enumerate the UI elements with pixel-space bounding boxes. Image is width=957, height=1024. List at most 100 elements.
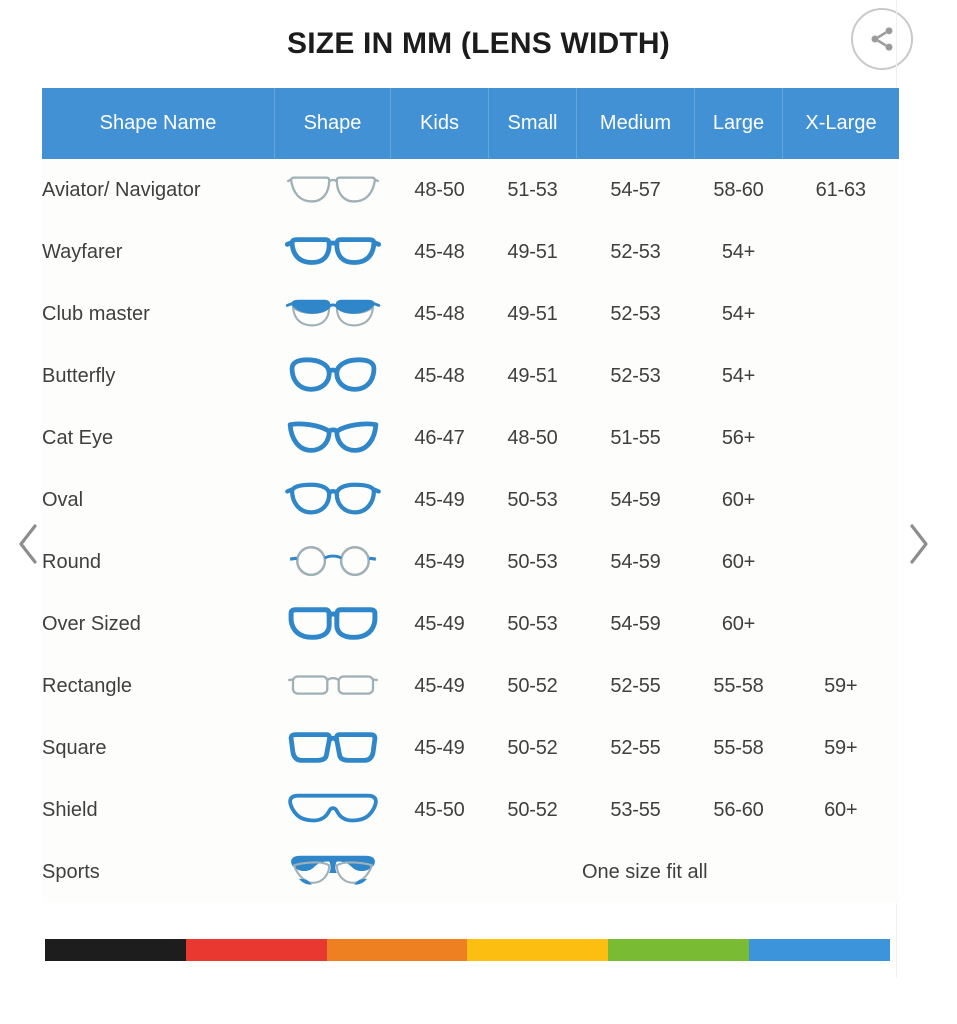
cell-small-size: 49-51 — [488, 345, 577, 407]
column-header-small[interactable]: Small — [488, 88, 577, 159]
size-chart-container: Shape Name Shape Kids Small Medium Large… — [42, 88, 899, 903]
column-header-medium[interactable]: Medium — [576, 88, 695, 159]
table-row: Butterfly 45-48 49-51 52-53 54+ — [42, 345, 899, 407]
oval-glasses-icon — [274, 469, 391, 531]
rectangle-glasses-icon — [274, 655, 391, 717]
cell-large-size: 55-58 — [694, 655, 783, 717]
cell-xlarge-size — [782, 531, 899, 593]
table-row: Shield 45-50 50-52 53-55 56-60 60+ — [42, 779, 899, 841]
cell-medium-size: 54-59 — [576, 469, 695, 531]
cell-kids-size: 45-49 — [390, 655, 489, 717]
cell-shape-name: Club master — [42, 283, 275, 345]
cell-shape-name: Round — [42, 531, 275, 593]
cell-small-size: 50-52 — [488, 779, 577, 841]
cell-medium-size: 54-59 — [576, 531, 695, 593]
cell-medium-size: 52-53 — [576, 221, 695, 283]
table-row: Cat Eye 46-47 48-50 51-55 56+ — [42, 407, 899, 469]
cateye-glasses-icon — [274, 407, 391, 469]
share-button[interactable] — [851, 8, 913, 70]
color-segment-orange — [326, 939, 468, 961]
color-segment-black — [45, 939, 186, 961]
cell-small-size: 50-53 — [488, 593, 577, 655]
page-title: SIZE IN MM (LENS WIDTH) — [287, 27, 670, 60]
cell-small-size: 50-53 — [488, 469, 577, 531]
table-row: Sports One size fit all — [42, 841, 899, 903]
cell-medium-size: 51-55 — [576, 407, 695, 469]
cell-small-size: 49-51 — [488, 283, 577, 345]
cell-xlarge-size — [782, 345, 899, 407]
color-segment-blue — [749, 939, 890, 961]
column-header-large[interactable]: Large — [694, 88, 783, 159]
chevron-left-icon — [15, 522, 41, 566]
prev-slide-button[interactable] — [8, 516, 48, 572]
cell-large-size: 60+ — [694, 469, 783, 531]
table-row: Oval 45-49 50-53 54-59 60+ — [42, 469, 899, 531]
table-row: Club master 45-48 49-51 52-53 54+ — [42, 283, 899, 345]
cell-medium-size: 54-57 — [576, 159, 695, 221]
column-header-shape[interactable]: Shape — [274, 88, 391, 159]
column-header-xlarge[interactable]: X-Large — [782, 88, 899, 159]
round-glasses-icon — [274, 531, 391, 593]
cell-small-size: 49-51 — [488, 221, 577, 283]
cell-shape-name: Wayfarer — [42, 221, 275, 283]
cell-shape-name: Sports — [42, 841, 275, 903]
cell-kids-size: 45-48 — [390, 345, 489, 407]
cell-large-size: 56-60 — [694, 779, 783, 841]
cell-medium-size: 53-55 — [576, 779, 695, 841]
cell-large-size: 54+ — [694, 345, 783, 407]
color-strip — [45, 939, 890, 961]
cell-large-size: 60+ — [694, 593, 783, 655]
cell-xlarge-size — [782, 221, 899, 283]
cell-small-size: 50-52 — [488, 717, 577, 779]
table-row: Over Sized 45-49 50-53 54-59 60+ — [42, 593, 899, 655]
cell-shape-name: Over Sized — [42, 593, 275, 655]
cell-large-size: 54+ — [694, 283, 783, 345]
clubmaster-glasses-icon — [274, 283, 391, 345]
cell-one-size-note: One size fit all — [390, 841, 899, 903]
shield-glasses-icon — [274, 779, 391, 841]
cell-medium-size: 52-55 — [576, 655, 695, 717]
size-chart-table: Shape Name Shape Kids Small Medium Large… — [42, 88, 899, 903]
cell-large-size: 55-58 — [694, 717, 783, 779]
table-row: Round 45-49 50-53 54-59 60+ — [42, 531, 899, 593]
wayfarer-glasses-icon — [274, 221, 391, 283]
cell-shape-name: Cat Eye — [42, 407, 275, 469]
cell-kids-size: 45-50 — [390, 779, 489, 841]
oversized-glasses-icon — [274, 593, 391, 655]
cell-kids-size: 45-48 — [390, 221, 489, 283]
share-icon — [868, 25, 896, 53]
cell-small-size: 50-52 — [488, 655, 577, 717]
cell-large-size: 56+ — [694, 407, 783, 469]
cell-small-size: 51-53 — [488, 159, 577, 221]
cell-shape-name: Square — [42, 717, 275, 779]
table-row: Aviator/ Navigator 48-50 51-53 54-57 58-60 61… — [42, 159, 899, 221]
cell-medium-size: 52-53 — [576, 345, 695, 407]
cell-xlarge-size — [782, 593, 899, 655]
sports-glasses-icon — [274, 841, 391, 903]
column-header-kids[interactable]: Kids — [390, 88, 489, 159]
cell-large-size: 60+ — [694, 531, 783, 593]
square-glasses-icon — [274, 717, 391, 779]
cell-kids-size: 48-50 — [390, 159, 489, 221]
cell-xlarge-size: 61-63 — [782, 159, 899, 221]
cell-medium-size: 52-53 — [576, 283, 695, 345]
cell-kids-size: 45-49 — [390, 531, 489, 593]
color-segment-yellow — [467, 939, 609, 961]
cell-shape-name: Butterfly — [42, 345, 275, 407]
next-slide-button[interactable] — [899, 516, 939, 572]
cell-xlarge-size — [782, 407, 899, 469]
page-header: SIZE IN MM (LENS WIDTH) — [0, 0, 957, 88]
cell-xlarge-size — [782, 469, 899, 531]
cell-xlarge-size — [782, 283, 899, 345]
column-header-shape-name[interactable]: Shape Name — [42, 88, 275, 159]
cell-small-size: 48-50 — [488, 407, 577, 469]
table-header-row: Shape Name Shape Kids Small Medium Large… — [42, 88, 899, 159]
cell-kids-size: 45-49 — [390, 593, 489, 655]
cell-large-size: 54+ — [694, 221, 783, 283]
cell-shape-name: Shield — [42, 779, 275, 841]
table-body: Aviator/ Navigator 48-50 51-53 54-57 58-60 61… — [42, 159, 899, 903]
cell-kids-size: 46-47 — [390, 407, 489, 469]
cell-shape-name: Aviator/ Navigator — [42, 159, 275, 221]
cell-small-size: 50-53 — [488, 531, 577, 593]
table-row: Square 45-49 50-52 52-55 55-58 59+ — [42, 717, 899, 779]
